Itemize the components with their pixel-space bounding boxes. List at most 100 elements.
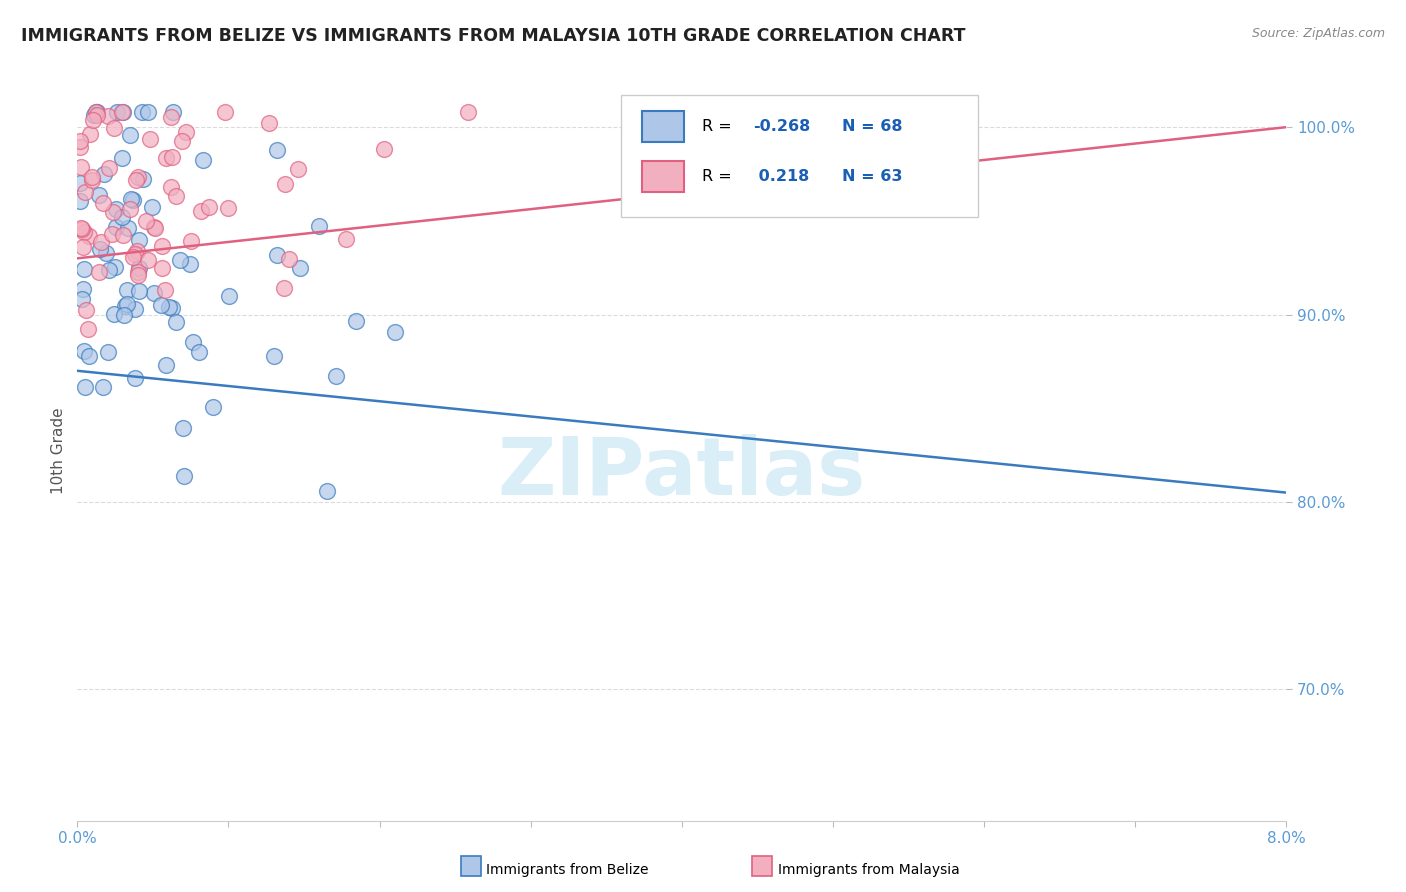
Point xyxy=(179,257,201,271)
Text: -0.268: -0.268 xyxy=(754,120,810,135)
Point xyxy=(287,161,309,176)
Point xyxy=(457,105,479,120)
Point xyxy=(122,250,145,264)
Point xyxy=(72,222,94,236)
Point xyxy=(94,245,117,260)
Point xyxy=(82,113,104,128)
Point xyxy=(173,469,195,483)
Point xyxy=(193,153,215,168)
Point xyxy=(69,139,91,153)
Point xyxy=(122,194,145,208)
Point xyxy=(79,127,101,141)
Point xyxy=(112,308,135,322)
Point xyxy=(335,232,357,246)
Point xyxy=(373,142,395,156)
Point xyxy=(69,194,91,208)
Point xyxy=(77,349,100,363)
Point xyxy=(105,202,128,217)
Point xyxy=(110,210,132,224)
Point xyxy=(180,235,202,249)
Point xyxy=(142,286,165,301)
Text: N = 63: N = 63 xyxy=(842,169,903,184)
Point xyxy=(105,105,128,120)
Bar xyxy=(643,112,685,143)
Point xyxy=(69,220,91,235)
Point xyxy=(80,172,103,186)
Point xyxy=(132,172,155,186)
Point xyxy=(89,242,111,256)
Point xyxy=(103,307,125,321)
Point xyxy=(72,240,94,254)
Point xyxy=(86,105,108,120)
Point xyxy=(91,379,114,393)
Point xyxy=(127,169,149,184)
Point xyxy=(136,253,159,268)
Point xyxy=(266,248,288,262)
Point xyxy=(73,225,96,239)
Y-axis label: 10th Grade: 10th Grade xyxy=(51,407,66,494)
Point xyxy=(100,227,122,242)
Point xyxy=(125,173,148,187)
Point xyxy=(117,283,139,297)
Point xyxy=(117,296,139,310)
Point xyxy=(190,203,212,218)
Point xyxy=(141,201,163,215)
Point xyxy=(72,344,94,359)
Point xyxy=(218,289,240,303)
Text: R =: R = xyxy=(703,169,737,184)
Point xyxy=(124,302,146,317)
Point xyxy=(143,221,166,235)
Point xyxy=(77,229,100,244)
Point xyxy=(169,252,191,267)
Point xyxy=(98,161,121,175)
Point xyxy=(131,105,153,120)
Point xyxy=(136,105,159,120)
Point xyxy=(198,200,221,214)
Point xyxy=(157,301,180,315)
Point xyxy=(103,120,125,135)
Point xyxy=(75,185,97,199)
Point xyxy=(87,265,110,279)
Point xyxy=(325,369,347,384)
Point xyxy=(128,284,150,298)
Point xyxy=(75,303,97,318)
Point xyxy=(155,283,177,297)
Point xyxy=(97,344,120,359)
Point xyxy=(86,108,108,122)
Point xyxy=(165,189,187,203)
Point xyxy=(111,105,134,120)
Point xyxy=(159,180,181,194)
Point xyxy=(72,282,94,296)
Point xyxy=(277,252,299,266)
Point xyxy=(69,134,91,148)
Point xyxy=(70,293,93,307)
Text: ZIPatlas: ZIPatlas xyxy=(498,434,866,512)
Text: Immigrants from Belize: Immigrants from Belize xyxy=(486,863,650,877)
Point xyxy=(266,143,288,157)
Point xyxy=(86,105,108,120)
Point xyxy=(97,263,120,277)
Point xyxy=(73,262,96,277)
Text: R =: R = xyxy=(703,120,737,135)
Point xyxy=(257,116,280,130)
Text: N = 68: N = 68 xyxy=(842,120,903,135)
Point xyxy=(118,128,141,142)
Point xyxy=(101,205,124,219)
Point xyxy=(160,110,183,124)
Point xyxy=(125,244,148,258)
Point xyxy=(315,484,337,499)
Point xyxy=(181,335,204,350)
Point xyxy=(384,325,406,339)
Point xyxy=(127,265,149,279)
Point xyxy=(70,160,93,174)
Point xyxy=(93,167,115,181)
Point xyxy=(69,176,91,190)
Point xyxy=(75,380,97,394)
Point xyxy=(91,196,114,211)
Point xyxy=(142,219,165,234)
Point xyxy=(201,400,224,414)
Text: Source: ZipAtlas.com: Source: ZipAtlas.com xyxy=(1251,27,1385,40)
Point xyxy=(117,221,139,235)
Point xyxy=(90,235,112,249)
Point xyxy=(114,299,136,313)
